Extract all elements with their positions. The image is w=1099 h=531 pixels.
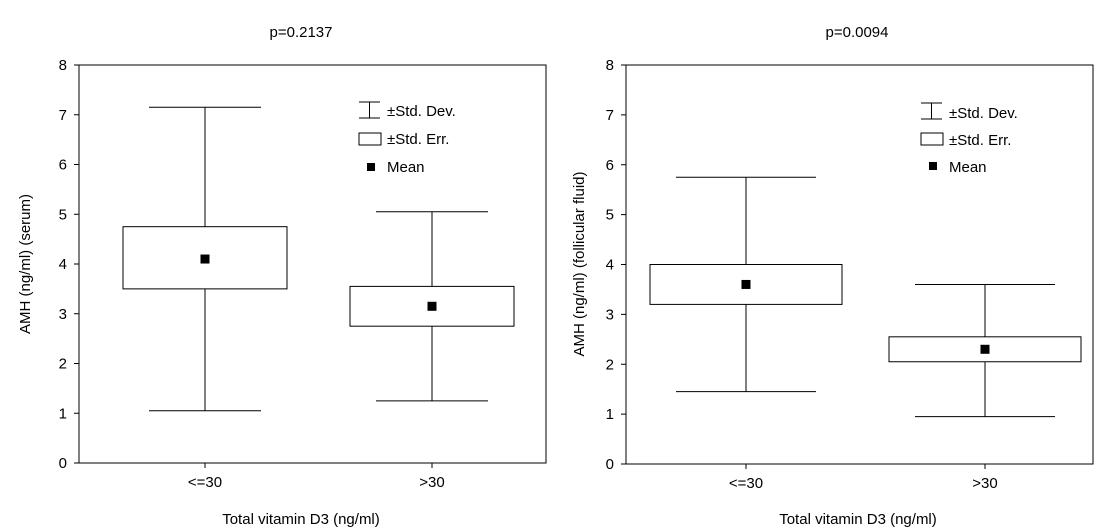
y-tick-label: 1 — [606, 406, 614, 423]
chart-title: p=0.0094 — [826, 24, 889, 41]
x-tick-label: <=30 — [729, 475, 763, 492]
legend-se-label: ±Std. Err. — [949, 132, 1011, 149]
y-tick-label: 6 — [606, 157, 614, 174]
plot-marks — [122, 106, 515, 412]
chart-serum: p=0.2137 0 1 2 3 4 5 6 7 8 <=30 >30 Total vitamin… — [17, 24, 547, 528]
mean-marker — [200, 254, 210, 264]
y-tick-label: 8 — [606, 57, 614, 74]
y-tick-label: 2 — [606, 356, 614, 373]
y-tick-label: 7 — [59, 107, 67, 124]
y-axis: 0 1 2 3 4 5 6 7 8 — [59, 57, 79, 472]
mean-marker — [741, 279, 751, 289]
y-axis-label: AMH (ng/ml) (serum) — [17, 194, 34, 334]
y-tick-label: 0 — [606, 456, 614, 473]
legend-sd-label: ±Std. Dev. — [387, 103, 456, 120]
legend-sd-symbol — [921, 102, 942, 120]
legend-mean-symbol — [929, 162, 937, 170]
y-tick-label: 8 — [59, 57, 67, 74]
plot-marks — [649, 176, 1082, 418]
legend-sd-label: ±Std. Dev. — [949, 105, 1018, 122]
legend-mean-symbol — [367, 163, 375, 171]
x-axis: <=30 >30 — [729, 464, 998, 492]
x-axis-label: Total vitamin D3 (ng/ml) — [222, 511, 380, 528]
y-tick-label: 7 — [606, 107, 614, 124]
y-axis: 0 1 2 3 4 5 6 7 8 — [606, 57, 626, 473]
x-tick-label: >30 — [419, 474, 444, 491]
y-tick-label: 3 — [59, 306, 67, 323]
y-tick-label: 2 — [59, 356, 67, 373]
y-tick-label: 0 — [59, 455, 67, 472]
legend: ±Std. Dev. ±Std. Err. Mean — [920, 102, 1018, 176]
legend-sd-symbol — [359, 101, 380, 119]
x-axis: <=30 >30 — [188, 463, 445, 491]
y-tick-label: 4 — [606, 257, 614, 274]
y-tick-label: 4 — [59, 256, 67, 273]
x-tick-label: >30 — [972, 475, 997, 492]
legend-se-label: ±Std. Err. — [387, 131, 449, 148]
chart-title: p=0.2137 — [270, 24, 333, 41]
chart-follicular-fluid: p=0.0094 0 1 2 3 4 5 6 7 8 <=30 >30 Total vitamin… — [571, 24, 1094, 528]
mean-marker — [427, 301, 437, 311]
y-tick-label: 3 — [606, 306, 614, 323]
y-tick-label: 5 — [606, 207, 614, 224]
y-tick-label: 1 — [59, 405, 67, 422]
y-tick-label: 5 — [59, 206, 67, 223]
legend-se-symbol — [920, 132, 944, 146]
y-axis-label: AMH (ng/ml) (follicular fluid) — [571, 171, 588, 356]
mean-marker — [980, 344, 990, 354]
legend: ±Std. Dev. ±Std. Err. Mean — [358, 101, 456, 176]
legend-mean-label: Mean — [949, 159, 987, 176]
y-tick-label: 6 — [59, 157, 67, 174]
legend-mean-label: Mean — [387, 159, 425, 176]
legend-se-symbol — [358, 132, 382, 146]
x-tick-label: <=30 — [188, 474, 222, 491]
x-axis-label: Total vitamin D3 (ng/ml) — [779, 511, 937, 528]
